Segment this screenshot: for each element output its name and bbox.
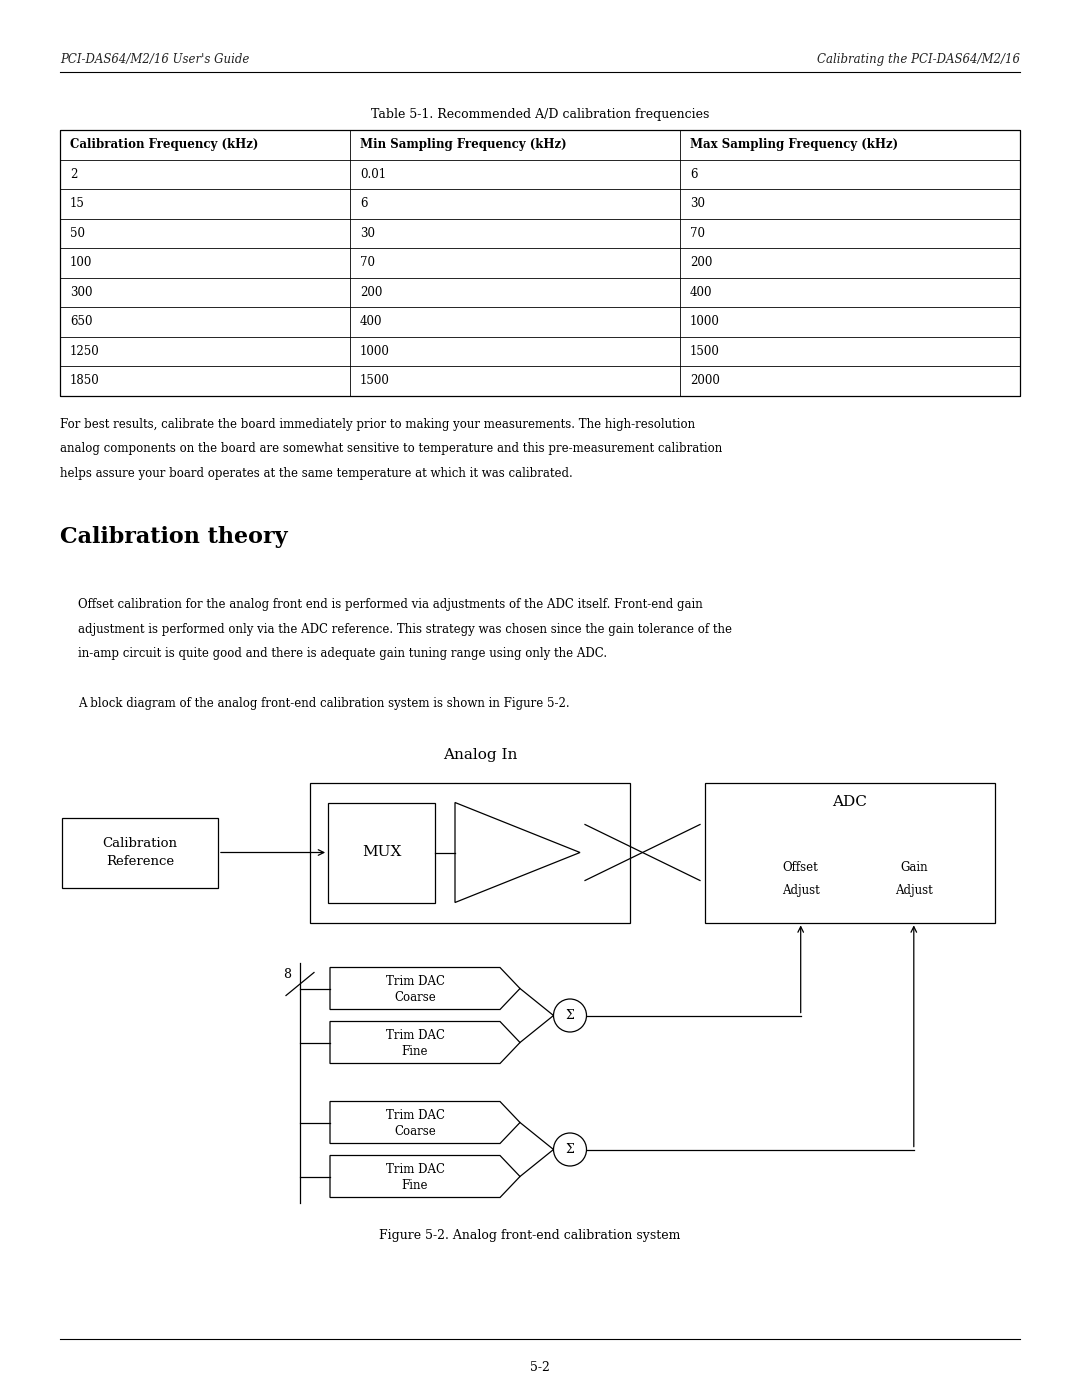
Text: 8: 8 <box>283 968 291 981</box>
Polygon shape <box>330 968 519 1010</box>
Text: Coarse: Coarse <box>394 990 436 1004</box>
Text: 30: 30 <box>360 226 375 240</box>
Text: 6: 6 <box>690 168 698 180</box>
Text: Gain: Gain <box>900 861 928 875</box>
Text: Calibration theory: Calibration theory <box>60 527 287 548</box>
Text: 2000: 2000 <box>690 374 720 387</box>
Polygon shape <box>330 1101 519 1144</box>
Text: 400: 400 <box>690 286 713 299</box>
Text: For best results, calibrate the board immediately prior to making your measureme: For best results, calibrate the board im… <box>60 418 696 430</box>
Text: 100: 100 <box>70 256 93 270</box>
Text: in-amp circuit is quite good and there is adequate gain tuning range using only : in-amp circuit is quite good and there i… <box>78 647 607 659</box>
Text: Adjust: Adjust <box>782 884 820 897</box>
Text: helps assure your board operates at the same temperature at which it was calibra: helps assure your board operates at the … <box>60 467 572 479</box>
Text: Reference: Reference <box>106 855 174 868</box>
Text: Analog In: Analog In <box>443 747 517 761</box>
Text: A block diagram of the analog front-end calibration system is shown in Figure 5-: A block diagram of the analog front-end … <box>78 697 569 711</box>
Text: 1500: 1500 <box>690 345 720 358</box>
Bar <box>62 817 218 887</box>
Bar <box>60 130 1020 395</box>
Text: 2: 2 <box>70 168 78 180</box>
Text: Figure 5-2. Analog front-end calibration system: Figure 5-2. Analog front-end calibration… <box>379 1229 680 1242</box>
Text: Coarse: Coarse <box>394 1125 436 1139</box>
Text: Max Sampling Frequency (kHz): Max Sampling Frequency (kHz) <box>690 138 899 151</box>
Text: adjustment is performed only via the ADC reference. This strategy was chosen sin: adjustment is performed only via the ADC… <box>78 623 732 636</box>
Text: Trim DAC: Trim DAC <box>386 1162 445 1176</box>
Text: analog components on the board are somewhat sensitive to temperature and this pr: analog components on the board are somew… <box>60 441 723 455</box>
Text: 400: 400 <box>360 316 382 328</box>
Bar <box>310 782 630 922</box>
Text: Trim DAC: Trim DAC <box>386 1109 445 1122</box>
Text: 1000: 1000 <box>360 345 390 358</box>
Text: Calibration Frequency (kHz): Calibration Frequency (kHz) <box>70 138 258 151</box>
Text: Fine: Fine <box>402 1045 429 1058</box>
Text: Σ: Σ <box>566 1143 575 1155</box>
Circle shape <box>554 999 586 1032</box>
Text: Fine: Fine <box>402 1179 429 1192</box>
Text: PCI-DAS64/M2/16 User's Guide: PCI-DAS64/M2/16 User's Guide <box>60 53 249 66</box>
Text: 200: 200 <box>360 286 382 299</box>
Text: 15: 15 <box>70 197 85 211</box>
Text: 200: 200 <box>690 256 713 270</box>
Text: 70: 70 <box>360 256 375 270</box>
Text: Offset: Offset <box>783 861 819 875</box>
Text: MUX: MUX <box>362 845 401 859</box>
Text: 30: 30 <box>690 197 705 211</box>
Text: 300: 300 <box>70 286 93 299</box>
Text: Adjust: Adjust <box>895 884 933 897</box>
Circle shape <box>554 1133 586 1166</box>
Text: 1000: 1000 <box>690 316 720 328</box>
Polygon shape <box>330 1021 519 1063</box>
Text: 0.01: 0.01 <box>360 168 387 180</box>
Text: 1250: 1250 <box>70 345 99 358</box>
Text: Trim DAC: Trim DAC <box>386 1030 445 1042</box>
Text: Offset calibration for the analog front end is performed via adjustments of the : Offset calibration for the analog front … <box>78 598 703 610</box>
Bar <box>705 782 995 922</box>
Text: Calibrating the PCI-DAS64/M2/16: Calibrating the PCI-DAS64/M2/16 <box>816 53 1020 66</box>
Polygon shape <box>330 1155 519 1197</box>
Text: 5-2: 5-2 <box>530 1361 550 1375</box>
Text: 1850: 1850 <box>70 374 99 387</box>
Polygon shape <box>455 802 580 902</box>
Text: ADC: ADC <box>833 795 867 809</box>
Text: 650: 650 <box>70 316 93 328</box>
Text: 6: 6 <box>360 197 367 211</box>
Bar <box>328 802 435 902</box>
Text: Calibration: Calibration <box>103 837 177 849</box>
Text: 1500: 1500 <box>360 374 390 387</box>
Text: 50: 50 <box>70 226 85 240</box>
Text: Min Sampling Frequency (kHz): Min Sampling Frequency (kHz) <box>360 138 567 151</box>
Text: Σ: Σ <box>566 1009 575 1023</box>
Text: 70: 70 <box>690 226 705 240</box>
Text: Trim DAC: Trim DAC <box>386 975 445 988</box>
Text: Table 5-1. Recommended A/D calibration frequencies: Table 5-1. Recommended A/D calibration f… <box>370 108 710 122</box>
